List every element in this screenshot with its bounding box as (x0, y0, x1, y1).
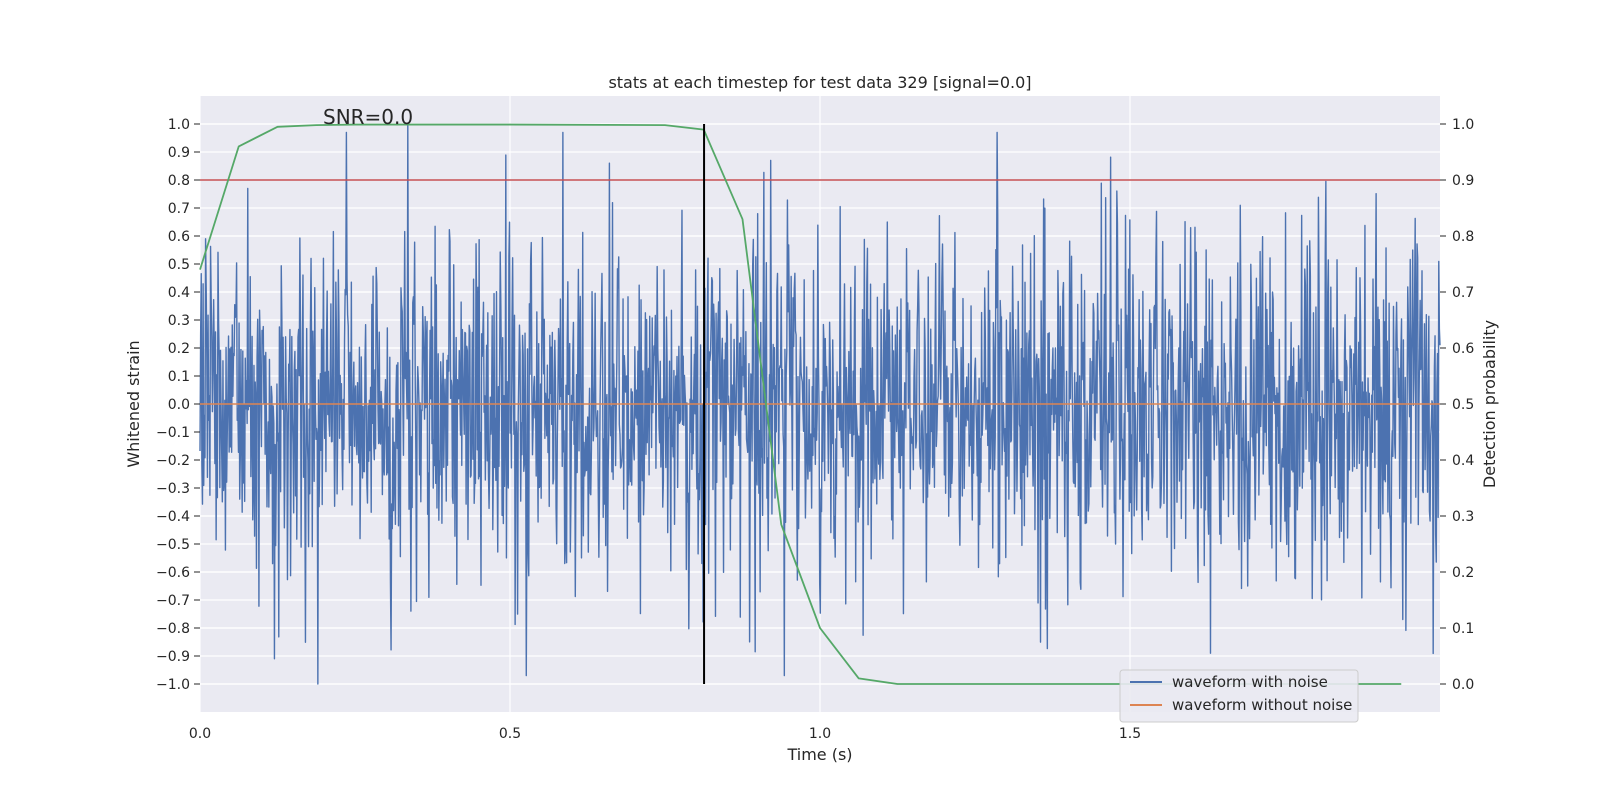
x-tick-label: 0.0 (189, 726, 211, 742)
legend-label-noise: waveform with noise (1172, 673, 1328, 691)
y-left-tick-label: −0.2 (156, 453, 190, 469)
y-left-tick-label: −0.1 (156, 425, 190, 441)
y-axis-left: 1.0 0.9 0.8 0.7 0.6 0.5 0.4 0.3 0.2 0.1 0.0 −0.1 −0.… (156, 117, 200, 693)
y-right-tick-label: 1.0 (1452, 117, 1474, 133)
series-layer (199, 123, 1441, 685)
x-tick-label: 0.5 (499, 726, 521, 742)
series-waveform-with-noise (199, 123, 1441, 685)
y-left-tick-label: −0.4 (156, 509, 190, 525)
y-right-tick-label: 0.0 (1452, 677, 1474, 693)
series-detection-probability (199, 123, 1402, 685)
y-left-tick-label: 0.7 (168, 201, 190, 217)
y-left-tick-label: 0.1 (168, 369, 190, 385)
y-left-tick-label: 0.5 (168, 257, 190, 273)
y-right-tick-label: 0.3 (1452, 509, 1474, 525)
legend-label-clean: waveform without noise (1172, 696, 1352, 714)
y-left-tick-label: −0.9 (156, 649, 190, 665)
legend-box (1119, 669, 1359, 723)
y-axis-right: 1.0 0.9 0.8 0.7 0.6 0.5 0.4 0.3 0.2 0.1 0.0 (1440, 117, 1474, 693)
x-axis: 0.0 0.5 1.0 1.5 (189, 726, 1141, 742)
y-left-tick-label: −0.5 (156, 537, 190, 553)
y-left-tick-label: 0.9 (168, 145, 190, 161)
chart-title: stats at each timestep for test data 329… (608, 73, 1031, 92)
y-right-tick-label: 0.9 (1452, 173, 1474, 189)
y-left-tick-label: 0.2 (168, 341, 190, 357)
x-tick-label: 1.0 (809, 726, 831, 742)
x-tick-label: 1.5 (1119, 726, 1141, 742)
snr-annotation: SNR=0.0 (323, 105, 413, 129)
y-left-tick-label: 0.8 (168, 173, 190, 189)
y-left-tick-label: −1.0 (156, 677, 190, 693)
y-right-tick-label: 0.8 (1452, 229, 1474, 245)
y-right-tick-label: 0.1 (1452, 621, 1474, 637)
y-left-tick-label: 0.3 (168, 313, 190, 329)
y-left-tick-label: −0.3 (156, 481, 190, 497)
y-left-tick-label: −0.7 (156, 593, 190, 609)
y-axis-left-label: Whitened strain (124, 340, 143, 467)
y-left-tick-label: −0.6 (156, 565, 190, 581)
y-right-tick-label: 0.5 (1452, 397, 1474, 413)
y-left-tick-label: −0.8 (156, 621, 190, 637)
y-right-tick-label: 0.6 (1452, 341, 1474, 357)
y-right-tick-label: 0.4 (1452, 453, 1474, 469)
y-left-tick-label: 1.0 (168, 117, 190, 133)
y-left-tick-label: 0.6 (168, 229, 190, 245)
y-left-tick-label: 0.4 (168, 285, 190, 301)
y-left-tick-label: 0.0 (168, 397, 190, 413)
y-right-tick-label: 0.2 (1452, 565, 1474, 581)
y-right-tick-label: 0.7 (1452, 285, 1474, 301)
legend: waveform with noise waveform without noi… (1119, 669, 1359, 723)
x-axis-label: Time (s) (786, 745, 852, 764)
y-axis-right-label: Detection probability (1480, 320, 1499, 488)
